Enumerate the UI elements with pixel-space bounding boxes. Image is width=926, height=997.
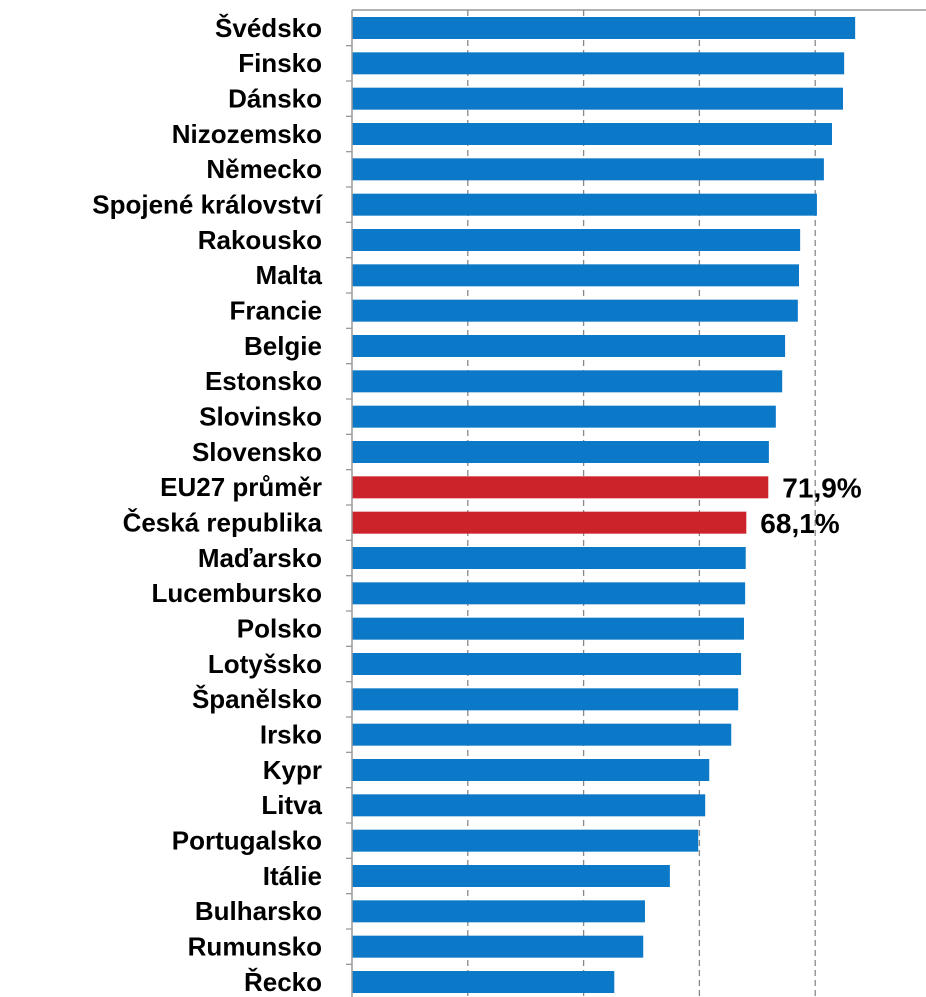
category-label: Česká republika bbox=[123, 508, 323, 538]
category-label: Dánsko bbox=[228, 84, 322, 114]
value-label: 68,1% bbox=[760, 508, 839, 539]
category-label: Bulharsko bbox=[195, 896, 322, 926]
category-label: Polsko bbox=[237, 614, 322, 644]
category-label: Irsko bbox=[260, 720, 322, 750]
bar bbox=[352, 405, 776, 428]
category-label: Estonsko bbox=[205, 366, 322, 396]
category-label: Francie bbox=[230, 296, 323, 326]
bar bbox=[352, 17, 856, 39]
bar bbox=[352, 829, 699, 852]
bar bbox=[352, 441, 769, 463]
category-label: Švédsko bbox=[215, 13, 322, 43]
bar bbox=[352, 688, 739, 711]
category-label: Lotyšsko bbox=[208, 649, 322, 679]
bar bbox=[352, 123, 832, 145]
bar bbox=[352, 900, 645, 923]
category-label: Itálie bbox=[263, 861, 322, 891]
bar bbox=[352, 299, 798, 322]
bar bbox=[352, 653, 742, 675]
category-label: Řecko bbox=[244, 967, 322, 997]
category-label: Slovinsko bbox=[199, 402, 322, 432]
bar bbox=[352, 476, 769, 499]
bar bbox=[352, 193, 817, 216]
bar bbox=[352, 511, 747, 534]
bar bbox=[352, 52, 845, 75]
category-label: Německo bbox=[206, 154, 322, 184]
category-label: Rumunsko bbox=[188, 932, 322, 962]
bar bbox=[352, 335, 786, 357]
category-label: Kypr bbox=[263, 755, 322, 785]
value-label: 71,9% bbox=[782, 473, 861, 504]
category-label: Maďarsko bbox=[198, 543, 322, 573]
category-label: Litva bbox=[261, 790, 322, 820]
bar bbox=[352, 723, 732, 746]
category-label: Finsko bbox=[238, 48, 322, 78]
bar bbox=[352, 158, 824, 181]
category-label: Belgie bbox=[244, 331, 322, 361]
bar bbox=[352, 87, 843, 110]
category-label: Malta bbox=[256, 260, 323, 290]
bar bbox=[352, 935, 644, 958]
bar bbox=[352, 971, 615, 993]
category-label: EU27 průměr bbox=[160, 472, 322, 502]
bar bbox=[352, 865, 670, 887]
category-label: Rakousko bbox=[198, 225, 322, 255]
bar bbox=[352, 617, 744, 640]
bar bbox=[352, 370, 783, 393]
bar bbox=[352, 582, 746, 605]
bar bbox=[352, 759, 710, 781]
bar bbox=[352, 794, 706, 817]
category-label: Španělsko bbox=[192, 684, 322, 714]
category-label: Spojené království bbox=[92, 190, 323, 220]
category-label: Slovensko bbox=[192, 437, 322, 467]
category-label: Portugalsko bbox=[172, 826, 322, 856]
category-label: Nizozemsko bbox=[172, 119, 322, 149]
bar bbox=[352, 229, 801, 251]
bar bbox=[352, 264, 799, 287]
category-label: Lucembursko bbox=[152, 578, 323, 608]
bar bbox=[352, 547, 746, 569]
